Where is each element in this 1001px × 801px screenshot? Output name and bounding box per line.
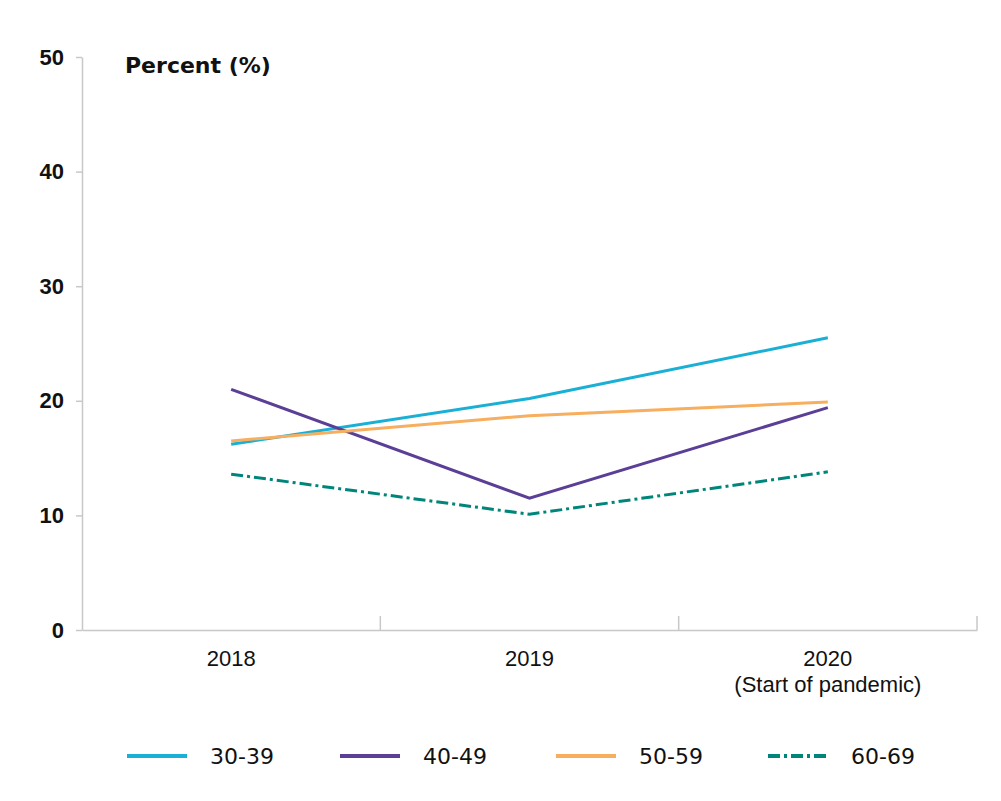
series-line [231,389,828,498]
chart: 0 10 20 30 40 50 2018 2019 2020(Start of pandemi… [0,0,1001,801]
band-divider [678,616,680,630]
lines [231,338,828,514]
x-tick-label-line: 2019 [505,646,554,671]
y-tick-label: 50 [40,45,64,70]
x-tick: 2019 [505,630,554,671]
series-line [231,472,828,514]
x-tick: 2020(Start of pandemic) [734,630,921,697]
x-axis-line [83,630,978,632]
y-axis-title: Percent (%) [125,53,271,78]
x-tick: 2018 [207,630,256,671]
plot: 0 10 20 30 40 50 2018 2019 2020(Start of pandemi… [40,45,978,697]
series-line [231,402,828,441]
y-tick-label: 30 [40,274,64,299]
legend-label: 40-49 [423,744,487,769]
legend-swatch [340,754,400,758]
legend-swatch [556,754,616,758]
y-tick-label: 40 [40,159,64,184]
legend: 30-39 40-49 50-59 60-69 [127,744,915,769]
y-tick-mark [76,171,82,173]
y-tick-mark [76,57,82,59]
y-tick: 40 [40,159,82,184]
y-tick-mark [76,401,82,403]
y-axis-line [82,58,84,631]
y-tick: 30 [40,274,82,299]
y-tick-label: 20 [40,388,64,413]
y-tick: 0 [52,618,82,643]
legend-swatch [127,754,187,758]
band-divider [380,616,382,630]
x-tick-label: 2018 [207,646,256,671]
x-tick-label: 2019 [505,646,554,671]
x-axis: 2018 2019 2020(Start of pandemic) [83,630,978,697]
y-tick-mark [76,630,82,632]
y-tick-mark [76,515,82,517]
y-tick-mark [76,286,82,288]
band-divider [976,616,978,630]
y-tick: 50 [40,45,82,70]
x-tick-label: 2020(Start of pandemic) [734,646,921,697]
legend-swatch [768,754,828,758]
legend-label: 50-59 [639,744,703,769]
y-tick-label: 10 [40,503,64,528]
y-axis: 0 10 20 30 40 50 [40,45,83,643]
series-line [231,338,828,445]
legend-label: 30-39 [210,744,274,769]
legend-label: 60-69 [851,744,915,769]
y-tick: 20 [40,388,82,413]
x-tick-label-line: 2018 [207,646,256,671]
y-tick-label: 0 [52,618,64,643]
y-tick: 10 [40,503,82,528]
x-tick-label-line: 2020 [803,646,852,671]
x-tick-label-line: (Start of pandemic) [734,672,921,697]
